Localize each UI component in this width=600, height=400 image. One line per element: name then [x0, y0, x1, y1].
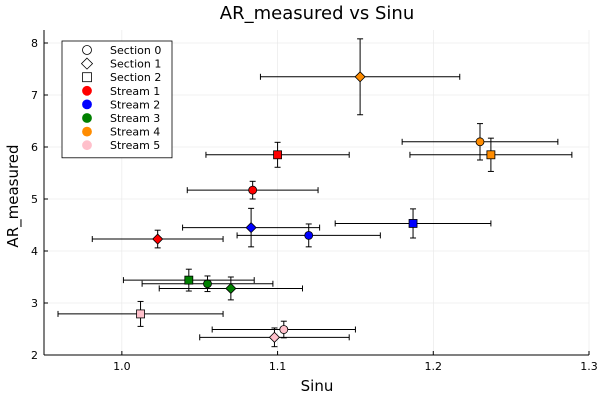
- legend-marker: [82, 72, 92, 83]
- x-tick-label: 1.0: [113, 360, 131, 373]
- legend-label: Section 2: [110, 71, 161, 84]
- data-marker: [486, 150, 496, 160]
- x-tick-label: 1.2: [425, 360, 443, 373]
- data-point-stream-4-section-2: [409, 137, 573, 172]
- data-marker: [273, 150, 282, 160]
- legend-label: Stream 3: [110, 112, 160, 125]
- y-tick-label: 5: [31, 193, 38, 206]
- data-point-stream-4-section-1: [259, 38, 461, 116]
- legend-marker: [82, 140, 92, 151]
- data-point-stream-5-section-2: [57, 300, 224, 327]
- y-tick-label: 6: [31, 141, 38, 154]
- legend-entry: Stream 4: [82, 126, 160, 139]
- y-tick-label: 7: [31, 89, 38, 102]
- y-tick-label: 8: [31, 37, 38, 50]
- legend-marker: [82, 45, 92, 55]
- data-marker: [152, 233, 164, 245]
- legend-label: Section 0: [110, 44, 161, 57]
- data-marker: [184, 275, 194, 285]
- legend-label: Stream 1: [110, 85, 160, 98]
- data-marker: [304, 230, 314, 240]
- x-axis-ticks: 1.0 1.1 1.2 1.3: [113, 351, 598, 373]
- y-tick-label: 3: [31, 297, 38, 310]
- data-marker: [136, 309, 145, 319]
- legend-marker: [82, 99, 92, 110]
- data-point-stream-1-section-1: [91, 229, 224, 249]
- data-points: [57, 38, 573, 348]
- legend-marker: [82, 126, 92, 137]
- legend-entry: Stream 2: [82, 98, 160, 111]
- legend-label: Stream 4: [110, 126, 160, 139]
- y-tick-label: 4: [31, 245, 38, 258]
- data-marker: [475, 137, 485, 147]
- data-marker: [408, 219, 418, 228]
- legend-entry: Stream 5: [82, 139, 160, 152]
- data-marker: [268, 331, 281, 343]
- data-marker: [203, 279, 212, 289]
- legend-marker: [82, 113, 92, 123]
- data-point-stream-3-section-2: [122, 268, 255, 292]
- legend-entry: Section 2: [82, 71, 161, 84]
- x-axis-label: Sinu: [301, 377, 334, 395]
- data-point-stream-2-section-1: [182, 207, 321, 248]
- legend-entry: Section 1: [80, 57, 161, 71]
- axes: [43, 30, 589, 356]
- data-point-stream-5-section-1: [199, 327, 350, 348]
- data-marker: [245, 222, 257, 234]
- legend-entry: Stream 3: [82, 112, 160, 125]
- data-point-stream-2-section-2: [334, 208, 492, 239]
- y-tick-label: 2: [31, 349, 38, 362]
- y-axis-ticks: 2 3 4 5 6 7 8: [31, 37, 48, 362]
- x-tick-label: 1.3: [580, 360, 598, 373]
- data-point-stream-4-section-0: [401, 123, 559, 161]
- data-point-stream-3-section-1: [158, 276, 303, 301]
- legend-marker: [80, 57, 94, 70]
- chart-title: AR_measured vs Sinu: [220, 3, 414, 24]
- data-point-stream-2-section-0: [236, 223, 381, 248]
- data-marker: [279, 325, 289, 334]
- legend-marker: [82, 85, 92, 96]
- x-tick-label: 1.1: [269, 360, 287, 373]
- data-point-stream-1-section-0: [186, 180, 319, 200]
- legend-box: [61, 40, 173, 159]
- data-marker: [225, 282, 237, 295]
- legend-entry: Stream 1: [82, 85, 160, 98]
- legend-label: Stream 2: [110, 98, 160, 111]
- data-point-stream-5-section-0: [211, 320, 356, 339]
- legend-entry: Section 0: [82, 44, 161, 57]
- data-marker: [354, 71, 366, 83]
- y-axis-label: AR_measured: [4, 144, 23, 247]
- legend-label: Stream 5: [110, 139, 160, 152]
- data-marker: [248, 185, 258, 195]
- legend-label: Section 1: [110, 58, 161, 71]
- data-point-stream-3-section-0: [141, 275, 274, 293]
- data-point-stream-1-section-2: [205, 141, 350, 168]
